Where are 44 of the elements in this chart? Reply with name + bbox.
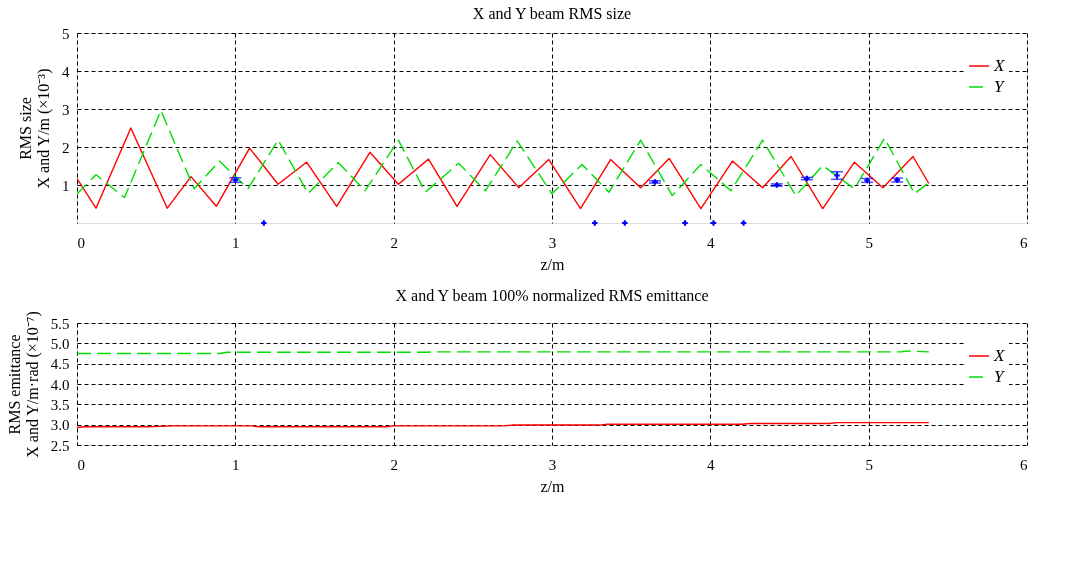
legend-label: X [993,56,1005,75]
legend-label: Y [994,367,1005,386]
x-tick-label: 4 [707,234,716,251]
y-tick-label: 3 [62,101,70,118]
point [740,220,747,226]
x-tick-label: 2 [390,234,398,251]
x-tick-label: 1 [232,234,240,251]
line-series [77,127,930,210]
y-tick-label: 4.0 [50,376,70,393]
point [622,220,628,226]
point [592,220,598,226]
x-tick-label: 5 [865,456,873,473]
y-tick-label: 3.0 [50,417,70,434]
y-tick-label: 5.5 [50,315,70,332]
y-tick-label: 2 [62,139,70,156]
point [710,220,717,226]
legend-label: Y [994,77,1005,96]
y-tick-label: 4 [62,63,70,80]
x-axis-title: z/m [540,255,566,273]
line-series [77,109,928,199]
y-tick-label: 1 [62,177,70,194]
x-tick-label: 0 [77,456,85,473]
x-tick-label: 3 [548,234,557,251]
x-tick-label: 6 [1020,234,1028,251]
y-tick-label: 5.0 [50,335,70,352]
x-tick-label: 1 [232,456,240,473]
point [682,220,688,226]
legend-label: X [993,346,1005,365]
y-axis-title: RMS size X and Y/m (×10⁻³) [17,68,53,189]
x-tick-label: 0 [77,234,85,251]
y-tick-label: 2.5 [50,437,70,454]
x-tick-label: 6 [1020,456,1028,473]
x-tick-label: 5 [865,234,873,251]
y-tick-label: 3.5 [50,396,70,413]
x-tick-label: 3 [548,456,557,473]
chart-title: X and Y beam RMS size [472,5,632,22]
y-tick-label: 5 [62,25,70,42]
point [261,220,267,226]
y-axis-title: RMS emittance X and Y/m·rad (×10⁻⁷) [5,311,42,458]
x-tick-label: 4 [707,456,716,473]
chart-title: X and Y beam 100% normalized RMS emittance [395,287,709,305]
x-axis-title: z/m [540,477,566,495]
x-tick-label: 2 [390,456,398,473]
y-tick-label: 4.5 [50,356,70,373]
